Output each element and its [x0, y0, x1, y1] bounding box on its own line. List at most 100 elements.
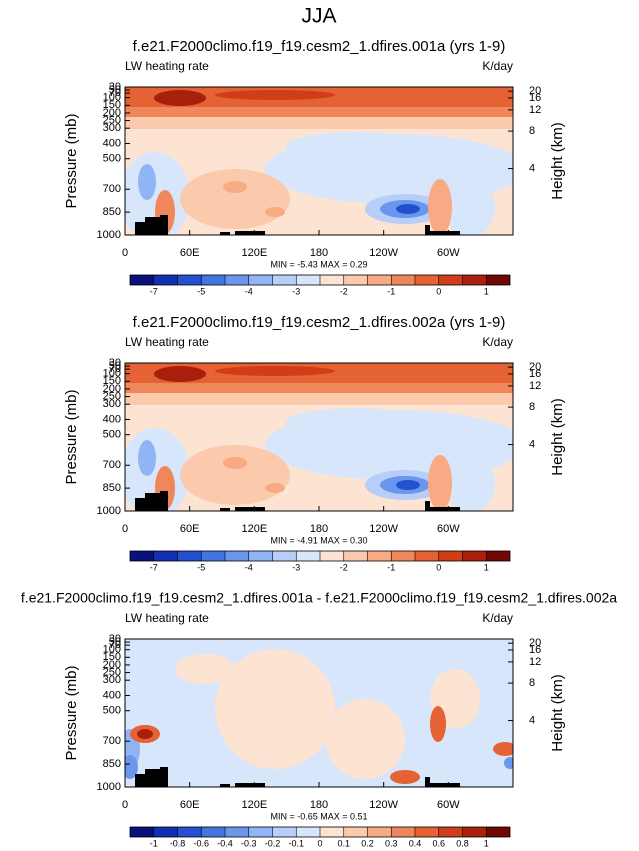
colorbar-tick-label: -2 [340, 562, 348, 572]
topography [425, 777, 430, 787]
colorbar-tick-label: 0 [317, 838, 322, 848]
y2-tick-label: 20 [529, 85, 541, 97]
x-tick-label: 60W [437, 247, 460, 259]
contour-fill [215, 366, 335, 376]
y-tick-label: 70 [109, 87, 121, 99]
y2-axis-label: Height (km) [549, 122, 566, 200]
colorbar-box [367, 827, 392, 837]
topography [235, 783, 265, 787]
left-label: LW heating rate [125, 335, 209, 349]
contour-field [125, 363, 513, 511]
colorbar-box [272, 827, 297, 837]
colorbar-tick-label: -0.2 [265, 838, 281, 848]
contour-fill [285, 408, 425, 438]
y-tick-label: 400 [103, 689, 121, 701]
colorbar-tick-label: -7 [150, 562, 158, 572]
x-tick-label: 0 [122, 247, 128, 259]
colorbar-box [272, 275, 297, 285]
colorbar-tick-label: 1 [484, 562, 489, 572]
colorbar-box [320, 827, 344, 837]
topography [220, 784, 230, 787]
contour-fill [493, 742, 513, 756]
colorbar-box [130, 827, 154, 837]
topography [425, 225, 430, 235]
x-tick-label: 60E [180, 523, 200, 535]
colorbar-tick-label: -0.1 [288, 838, 304, 848]
colorbar-box [320, 551, 344, 561]
colorbar-box [248, 275, 273, 285]
y-tick-label: 200 [103, 659, 121, 671]
colorbar-tick-label: -5 [197, 286, 205, 296]
left-label: LW heating rate [125, 59, 209, 73]
contour-fill [180, 169, 290, 229]
colorbar-box [130, 275, 154, 285]
y-tick-label: 30 [109, 357, 121, 369]
y-tick-label: 100 [103, 368, 121, 380]
topography [145, 217, 160, 235]
colorbar-tick-label: -5 [197, 562, 205, 572]
colorbar-box [367, 551, 392, 561]
y-tick-label: 850 [103, 206, 121, 218]
x-tick-label: 60W [437, 523, 460, 535]
contour-fill [396, 204, 420, 214]
colorbar-box [343, 275, 368, 285]
colorbar-box [320, 275, 344, 285]
colorbar-box [486, 275, 510, 285]
y-tick-label: 70 [109, 639, 121, 651]
contour-fill [265, 483, 285, 493]
y2-tick-label: 20 [529, 361, 541, 373]
x-tick-label: 60E [180, 799, 200, 811]
right-label: K/day [482, 611, 513, 625]
contour-fill [265, 207, 285, 217]
stats: MIN = -5.43 MAX = 0.29 [270, 259, 367, 269]
topography [220, 232, 230, 235]
x-tick-label: 120E [241, 523, 267, 535]
topography [430, 507, 460, 511]
y2-tick-label: 8 [529, 677, 535, 689]
y-tick-label: 100 [103, 92, 121, 104]
y-tick-label: 70 [109, 363, 121, 375]
y-tick-label: 850 [103, 482, 121, 494]
colorbar-tick-label: -1 [150, 838, 158, 848]
y-tick-label: 1000 [97, 505, 121, 517]
contour-fill [445, 453, 495, 511]
colorbar-box [177, 275, 202, 285]
y2-tick-label: 16 [529, 92, 541, 104]
colorbar-tick-label: 0.2 [361, 838, 374, 848]
colorbar-tick-label: -3 [292, 286, 300, 296]
colorbar-tick-label: -7 [150, 286, 158, 296]
y-tick-label: 100 [103, 644, 121, 656]
y-tick-label: 700 [103, 183, 121, 195]
y2-tick-label: 8 [529, 125, 535, 137]
colorbar-box [415, 275, 439, 285]
y-tick-label: 500 [103, 429, 121, 441]
colorbar-box [225, 551, 249, 561]
right-label: K/day [482, 335, 513, 349]
colorbar-box [296, 827, 320, 837]
x-tick-label: 60E [180, 247, 200, 259]
figure-title: JJA [301, 5, 336, 28]
colorbar-tick-label: -1 [387, 562, 395, 572]
contour-fill [154, 366, 206, 382]
colorbar-tick-label: -3 [292, 562, 300, 572]
colorbar-tick-label: 1 [484, 838, 489, 848]
y2-tick-label: 12 [529, 380, 541, 392]
x-tick-label: 120W [369, 799, 398, 811]
colorbar-tick-label: 0.4 [409, 838, 422, 848]
topography [135, 498, 145, 511]
y-tick-label: 300 [103, 122, 121, 134]
y-tick-label: 700 [103, 459, 121, 471]
topography [160, 215, 168, 235]
topography [430, 231, 460, 235]
y2-tick-label: 20 [529, 637, 541, 649]
y-tick-label: 50 [109, 84, 121, 96]
y-tick-label: 30 [109, 81, 121, 93]
colorbar-box [343, 551, 368, 561]
contour-fill [504, 757, 513, 769]
y-tick-label: 150 [103, 651, 121, 663]
y-tick-label: 150 [103, 375, 121, 387]
contour-fill [223, 457, 247, 469]
colorbar-tick-label: -1 [387, 286, 395, 296]
contour-fill [430, 706, 446, 742]
x-tick-label: 180 [310, 799, 328, 811]
